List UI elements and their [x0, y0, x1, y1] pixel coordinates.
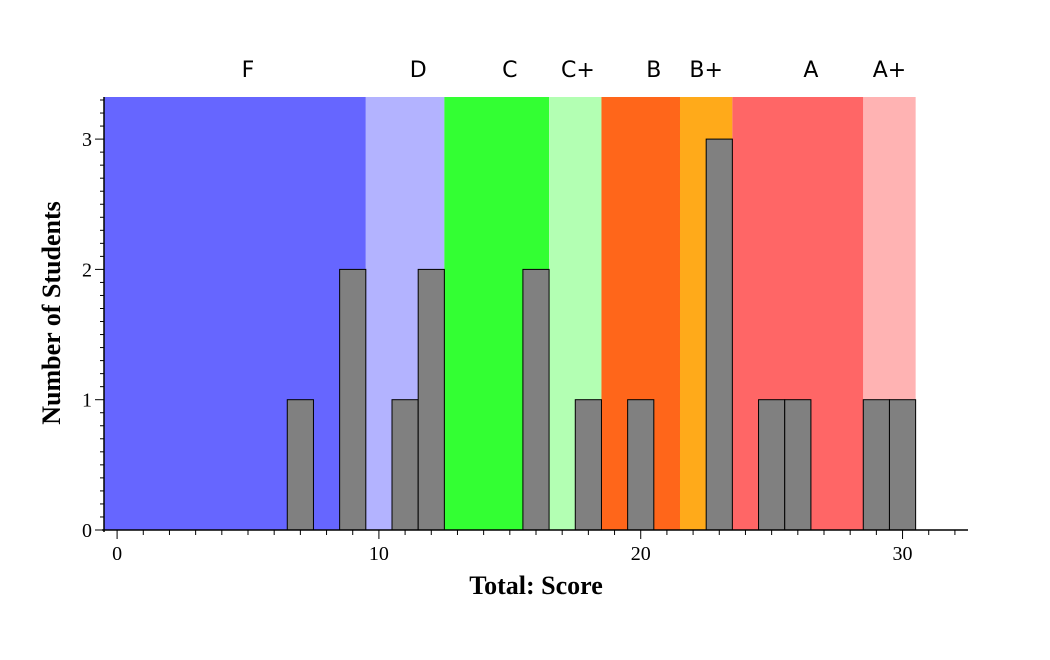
grade-label-3: C+ — [561, 58, 595, 83]
bar-10 — [862, 399, 890, 531]
grade-label-5: B+ — [689, 58, 723, 83]
bar-3 — [417, 268, 445, 531]
x-axis-title: Total: Score — [469, 571, 603, 600]
grade-labels: F D C C+ B B+ A A+ — [242, 58, 907, 83]
x-tick-label-0: 0 — [112, 543, 122, 565]
histogram-bars — [286, 138, 917, 531]
grade-label-0: F — [242, 58, 255, 83]
bar-11 — [888, 399, 917, 531]
grade-band-0 — [104, 97, 366, 530]
y-tick-label-1: 1 — [82, 390, 92, 412]
bar-1 — [339, 268, 367, 531]
x-tick-label-2: 20 — [631, 543, 651, 565]
x-tick-label-1: 10 — [369, 543, 389, 565]
y-tick-label-0: 0 — [82, 520, 92, 542]
y-tick-label-2: 2 — [82, 259, 92, 281]
bar-4 — [522, 268, 550, 531]
y-tick-label-3: 3 — [82, 129, 92, 151]
axes: 0 10 20 30 0 1 2 3 — [82, 97, 968, 565]
bar-7 — [705, 138, 733, 531]
y-axis-title: Number of Students — [37, 201, 66, 424]
bar-0 — [286, 399, 314, 531]
grade-label-6: A — [803, 58, 818, 83]
bar-6 — [627, 399, 655, 531]
grade-label-1: D — [410, 58, 427, 83]
x-tick-label-3: 30 — [893, 543, 913, 565]
bar-5 — [574, 399, 602, 531]
bar-9 — [784, 399, 812, 531]
grade-label-7: A+ — [873, 58, 906, 83]
bar-2 — [391, 399, 419, 531]
grade-label-2: C — [502, 58, 517, 83]
grade-label-4: B — [646, 58, 661, 83]
bar-8 — [758, 399, 786, 531]
